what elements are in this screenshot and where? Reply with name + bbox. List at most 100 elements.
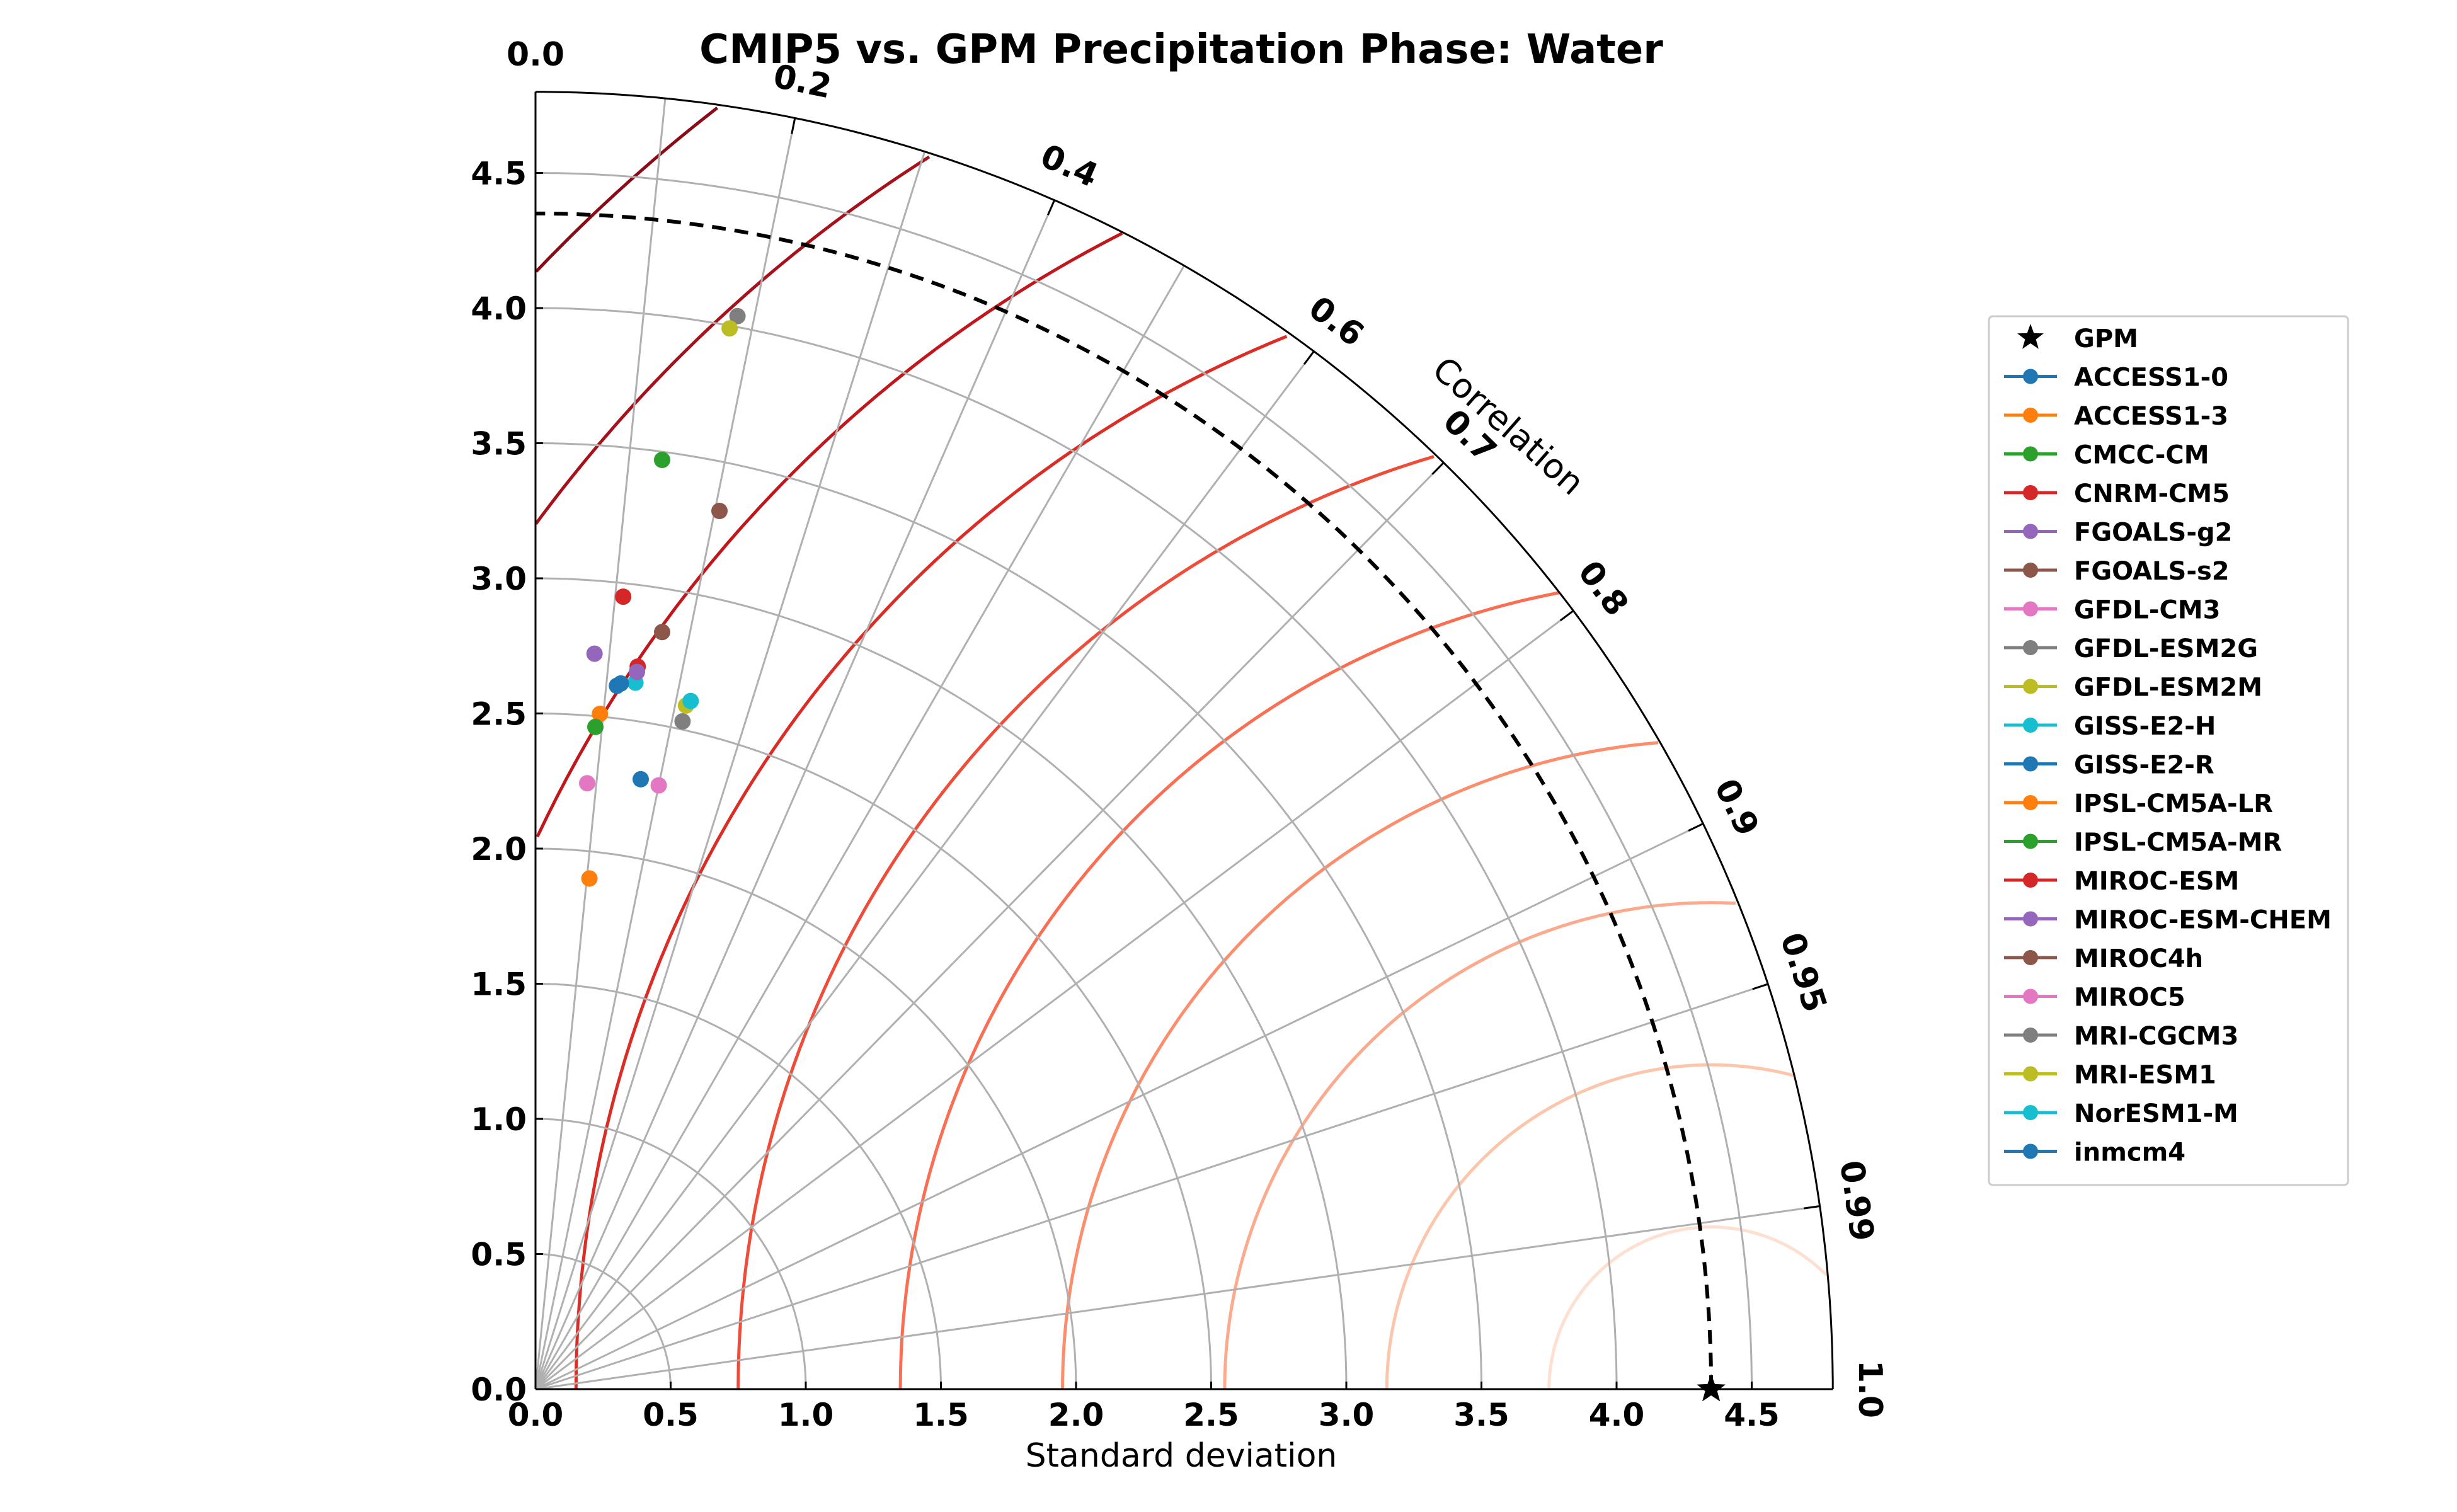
x-axis-label: Standard deviation [1026, 1437, 1337, 1475]
point-miroc5 [579, 775, 595, 792]
model-points [579, 307, 1726, 1402]
legend: GPM ACCESS1-0 ACCESS1-3 CMCC-CM CNRM-CM5 FGOA… [1988, 315, 2349, 1186]
correlation-tick [791, 118, 796, 134]
point-gfdl-esm2g [729, 307, 746, 324]
outer-arc [536, 91, 1834, 1389]
x-tick-label: 2.5 [1183, 1397, 1239, 1433]
std-grid-arc [536, 1253, 672, 1389]
legend-label: GFDL-ESM2M [2074, 673, 2262, 702]
correlation-grid-ray [535, 823, 1704, 1390]
correlation-tick [1559, 610, 1574, 622]
std-grid-arc [536, 307, 1618, 1389]
point-gfdl-esm2m [721, 320, 738, 337]
legend-label: IPSL-CM5A-LR [2074, 789, 2273, 818]
legend-label: NorESM1-M [2074, 1099, 2238, 1128]
legend-label: MIROC-ESM [2074, 867, 2239, 896]
point-cnrm-cm5 [615, 588, 632, 605]
point-ipsl-cm5a-mr [587, 718, 604, 735]
legend-label: IPSL-CM5A-MR [2074, 828, 2282, 857]
rms-contour [534, 155, 931, 525]
legend-label: ACCESS1-3 [2074, 402, 2228, 431]
point-giss-e2-r [633, 770, 649, 788]
point-miroc4h [654, 624, 670, 641]
legend-label: MRI-CGCM3 [2074, 1022, 2238, 1051]
reference-point-gpm [1697, 1374, 1726, 1402]
point-cmcc-cm [654, 452, 670, 468]
legend-marker [2023, 873, 2038, 888]
correlation-tick [1303, 350, 1315, 365]
rms-contour [1223, 901, 1736, 1390]
correlation-grid-ray [535, 983, 1768, 1390]
legend-marker [2023, 1028, 2038, 1043]
x-tick-label: 0.5 [643, 1397, 699, 1433]
correlation-grid-ray [535, 1205, 1820, 1390]
legend-marker [2023, 408, 2038, 423]
legend-marker [2023, 756, 2038, 772]
correlation-tick [1752, 983, 1768, 990]
x-tick-label: 1.0 [778, 1397, 834, 1433]
point-access1-3 [581, 870, 598, 887]
legend-marker-star [2017, 324, 2044, 349]
legend-label: MRI-ESM1 [2074, 1061, 2216, 1090]
chart-title: CMIP5 vs. GPM Precipitation Phase: Water [699, 26, 1663, 73]
legend-marker [2023, 524, 2038, 539]
reference-std-arc [536, 211, 1714, 1389]
legend-label: ACCESS1-0 [2074, 364, 2228, 392]
x-tick-label: 0.0 [508, 1397, 564, 1433]
legend-marker [2023, 1143, 2038, 1159]
correlation-grid-ray [534, 200, 1056, 1390]
x-tick-label: 3.5 [1453, 1397, 1509, 1433]
legend-label: MIROC5 [2074, 983, 2185, 1012]
correlation-grid-ray [534, 98, 667, 1390]
x-tick-label: 3.0 [1319, 1397, 1375, 1433]
std-grid-arc [536, 847, 1077, 1389]
point-mri-cgcm3 [674, 713, 691, 730]
legend-label: MIROC4h [2074, 944, 2203, 973]
legend-label: CMCC-CM [2074, 441, 2209, 470]
correlation-tick [1688, 823, 1704, 832]
correlation-tick-label: 0.0 [507, 36, 564, 74]
std-grid-arc [536, 172, 1753, 1389]
legend-label: GISS-E2-R [2074, 751, 2214, 780]
y-tick-label: 4.5 [471, 156, 527, 192]
y-tick-label: 0.5 [471, 1237, 527, 1273]
grid-lines [534, 98, 1820, 1390]
legend-marker [2023, 911, 2038, 927]
legend-label: GPM [2074, 324, 2138, 353]
legend-marker [2023, 1066, 2038, 1082]
correlation-tick [1431, 462, 1445, 475]
legend-marker [2023, 369, 2038, 384]
legend-marker [2023, 1105, 2038, 1120]
legend-marker [2023, 679, 2038, 694]
legend-label: CNRM-CM5 [2074, 479, 2230, 508]
point-fgoals-g2 [586, 645, 603, 662]
legend-label: inmcm4 [2074, 1138, 2185, 1167]
rms-contour [1385, 1063, 1794, 1390]
point-fgoals-s2 [711, 503, 728, 519]
std-grid-arc [536, 442, 1482, 1389]
correlation-grid-ray [534, 462, 1445, 1390]
y-tick-label: 4.0 [471, 290, 527, 327]
std-grid-arc [536, 577, 1348, 1389]
legend-marker [2023, 795, 2038, 810]
legend-label: MIROC-ESM-CHEM [2074, 906, 2332, 935]
correlation-grid-ray [534, 118, 796, 1390]
rms-contour [535, 106, 719, 273]
rms-contour [1547, 1225, 1829, 1389]
rms-contour [898, 591, 1560, 1390]
y-tick-label: 1.0 [471, 1101, 527, 1138]
x-tick-label: 4.5 [1724, 1397, 1780, 1433]
legend-label: FGOALS-s2 [2074, 557, 2230, 586]
correlation-tick [1803, 1205, 1820, 1210]
legend-marker [2023, 601, 2038, 617]
legend-marker [2023, 988, 2038, 1004]
std-grid-arc [536, 983, 942, 1389]
point-inmcm4 [612, 675, 629, 692]
legend-label: FGOALS-g2 [2074, 518, 2232, 547]
rms-contours [534, 106, 1829, 1390]
y-tick-label: 3.0 [471, 561, 527, 597]
legend-label: GFDL-CM3 [2074, 596, 2220, 625]
correlation-grid-ray [535, 610, 1574, 1390]
legend-box [1988, 315, 2349, 1186]
